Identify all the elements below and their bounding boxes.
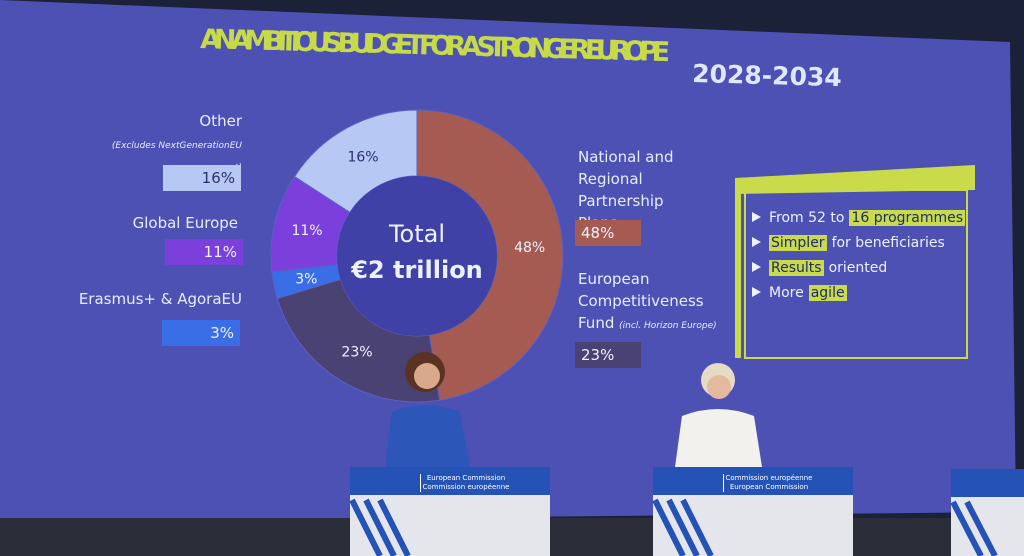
podium-text: European Commission xyxy=(426,474,506,482)
key-text: for beneficiaries xyxy=(831,235,945,251)
highlight-text: agile xyxy=(808,285,847,301)
slice-label: 16% xyxy=(347,150,378,166)
person-face xyxy=(414,363,440,389)
podium-stripes xyxy=(950,500,998,556)
donut-hole xyxy=(337,176,497,336)
legend-label: Erasmus+ & AgoraEU xyxy=(22,288,242,310)
legend-swatch: 11% xyxy=(165,239,243,265)
legend-value: 23% xyxy=(581,346,615,364)
legend-note: (incl. Horizon Europe) xyxy=(619,321,717,331)
podium-text: European Commission xyxy=(729,483,809,491)
legend-swatch: 16% xyxy=(163,165,241,191)
key-point: Results oriented xyxy=(752,257,892,279)
key-point: More agile xyxy=(752,282,852,304)
key-text: oriented xyxy=(828,260,888,276)
center-label: €2 trillion xyxy=(350,256,483,284)
legend-label: European Competitiveness Fund (incl. Hor… xyxy=(578,268,738,334)
podium xyxy=(950,469,1024,556)
podium-label: European Commission Commission européenne xyxy=(420,474,511,492)
legend-swatch: 23% xyxy=(575,342,641,368)
podium-banner xyxy=(653,467,853,495)
bullet-arrow xyxy=(752,212,761,222)
podium-text: Commission européenne xyxy=(422,483,510,491)
podium-stripes xyxy=(349,498,411,556)
bullet-arrow xyxy=(752,237,761,247)
podium-banner xyxy=(951,469,1024,497)
slice-label: 11% xyxy=(291,223,322,239)
slice-label: 3% xyxy=(295,272,317,288)
legend-value: 11% xyxy=(203,243,237,261)
podium-text: Commission européenne xyxy=(725,474,813,482)
key-point: Simpler for beneficiaries xyxy=(752,232,950,254)
podium-label: Commission européenne European Commission xyxy=(723,474,814,492)
podium-stripes xyxy=(652,498,714,556)
legend-name: Erasmus+ & AgoraEU xyxy=(78,290,242,308)
key-text: From 52 to xyxy=(769,210,845,226)
legend-value: 3% xyxy=(210,324,234,342)
legend-name: Other xyxy=(199,112,242,130)
donut-chart: 48% 23% 3% 11% 16% Total €2 trillion xyxy=(270,109,564,403)
person-body xyxy=(385,405,470,467)
chart-subtitle: 2028-2034 xyxy=(692,59,842,92)
legend-label: Global Europe xyxy=(38,212,238,234)
podium-banner xyxy=(350,467,550,495)
center-label: Total xyxy=(388,220,445,248)
key-text: More xyxy=(769,285,804,301)
slice-label: 23% xyxy=(341,345,372,361)
highlight-text: Results xyxy=(769,260,824,276)
legend-name: Global Europe xyxy=(132,214,238,232)
highlight-text: 16 programmes xyxy=(849,210,966,226)
podium xyxy=(652,467,853,556)
legend-name: European Competitiveness Fund xyxy=(578,270,704,332)
person-face xyxy=(707,375,731,399)
frame-top xyxy=(735,165,975,194)
legend-value: 48% xyxy=(581,224,615,242)
bullet-arrow xyxy=(752,262,761,272)
frame-left xyxy=(735,178,741,358)
legend-value: 16% xyxy=(201,169,235,187)
bullet-arrow xyxy=(752,287,761,297)
slice-label: 48% xyxy=(514,240,545,256)
podium xyxy=(349,467,550,556)
frame-box xyxy=(744,189,968,359)
legend-swatch: 48% xyxy=(575,220,641,246)
highlight-text: Simpler xyxy=(769,235,827,251)
person-body xyxy=(675,409,762,467)
key-point: From 52 to 16 programmes xyxy=(752,207,970,229)
legend-swatch: 3% xyxy=(162,320,240,346)
